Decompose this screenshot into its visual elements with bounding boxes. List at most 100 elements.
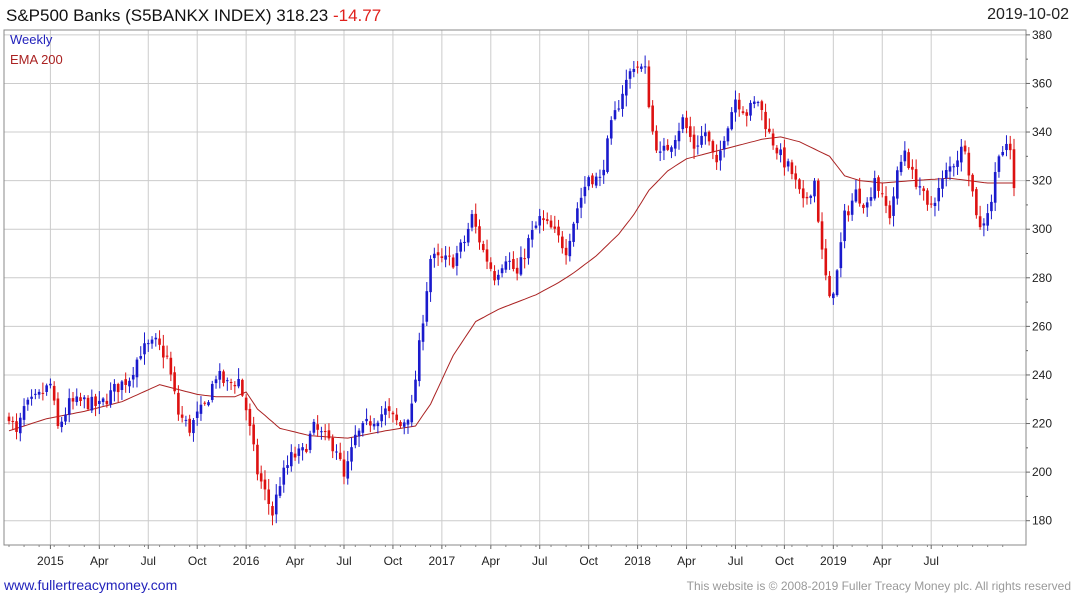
candle-body (470, 214, 474, 228)
candle-up (933, 197, 937, 217)
candle-up (527, 234, 530, 265)
index-name: S&P500 Banks (S5BANKX INDEX) (6, 6, 272, 25)
candle-down (816, 178, 820, 224)
candle-down (256, 438, 259, 481)
candle-body (26, 399, 30, 405)
candle-down (711, 139, 715, 160)
candle-down (323, 424, 327, 441)
candle-body (719, 150, 722, 161)
candle-body (704, 132, 707, 137)
candle-up (120, 380, 124, 400)
candle-up (417, 332, 421, 387)
candle-body (263, 479, 267, 490)
candle-body (203, 402, 207, 404)
candle-up (282, 460, 286, 493)
candle-body (192, 419, 195, 434)
candle-down (651, 100, 654, 135)
candle-up (301, 442, 304, 461)
candle-body (768, 128, 771, 132)
y-tick-label: 240 (1032, 368, 1052, 382)
candle-up (131, 366, 135, 388)
candle-body (71, 398, 75, 402)
candle-down (188, 414, 191, 437)
candle-down (764, 103, 767, 138)
candle-body (481, 244, 485, 251)
candle-up (372, 418, 376, 430)
candle-up (696, 135, 700, 155)
candle-body (752, 101, 756, 104)
candle-body (903, 150, 907, 162)
candle-down (967, 147, 971, 187)
candle-down (745, 109, 749, 127)
candle-down (71, 391, 75, 410)
candle-body (331, 437, 335, 452)
candle-down (1008, 135, 1012, 160)
candle-body (297, 448, 301, 456)
candle-body (90, 396, 94, 411)
candle-body (711, 141, 715, 153)
candle-body (274, 494, 278, 515)
candle-body (11, 420, 15, 422)
candle-body (997, 156, 1001, 172)
candle-body (248, 408, 252, 426)
candle-body (252, 424, 255, 445)
candle-up (150, 336, 154, 349)
candle-body (214, 379, 218, 384)
candle-up (598, 169, 602, 187)
candle-up (433, 247, 436, 268)
candle-body (741, 111, 745, 114)
candle-down (180, 405, 184, 423)
candle-up (832, 292, 835, 305)
candle-body (229, 382, 233, 384)
candle-up (899, 154, 903, 176)
candle-up (579, 187, 583, 219)
candle-down (395, 408, 398, 426)
candle-down (737, 93, 741, 117)
y-tick-label: 260 (1032, 319, 1052, 333)
candle-body (828, 275, 831, 297)
x-tick-label: 2018 (624, 554, 651, 568)
candle-body (737, 99, 741, 110)
candle-body (218, 370, 222, 380)
candle-down (805, 192, 809, 205)
candle-body (158, 338, 161, 345)
candle-down (794, 165, 797, 189)
candle-body (933, 202, 937, 207)
candle-body (670, 147, 673, 152)
candle-down (177, 385, 180, 421)
candle-up (850, 193, 854, 221)
candle-up (538, 208, 542, 234)
candle-body (233, 384, 237, 387)
candle-down (338, 442, 342, 461)
candle-up (154, 333, 158, 347)
candle-up (903, 141, 907, 166)
candle-body (139, 356, 143, 359)
y-tick-label: 300 (1032, 222, 1052, 236)
candle-body (647, 66, 651, 108)
candle-down (545, 212, 549, 225)
candle-body (150, 339, 154, 344)
candle-up (628, 68, 632, 89)
candle-body (417, 340, 421, 382)
candle-body (929, 203, 933, 205)
candle-up (500, 264, 504, 278)
candle-up (986, 203, 989, 231)
candle-up (22, 398, 26, 426)
candle-body (346, 461, 350, 479)
candle-body (850, 200, 854, 215)
candle-down (448, 246, 451, 266)
candlestick-series (7, 55, 1016, 526)
candle-up (613, 101, 617, 121)
site-link[interactable]: www.fullertreacymoney.com (4, 577, 178, 593)
candle-body (222, 371, 225, 383)
candle-body (451, 257, 455, 268)
candle-up (609, 116, 613, 145)
candle-down (293, 446, 297, 461)
candle-body (478, 226, 481, 243)
candle-down (79, 392, 82, 407)
candle-up (113, 379, 116, 402)
candle-up (993, 162, 997, 212)
price-chart: 180 200 220 240 260 280 300 320 340 360 380 2015 Ap… (3, 28, 1052, 568)
candle-body (357, 430, 361, 437)
candle-body (120, 381, 124, 391)
